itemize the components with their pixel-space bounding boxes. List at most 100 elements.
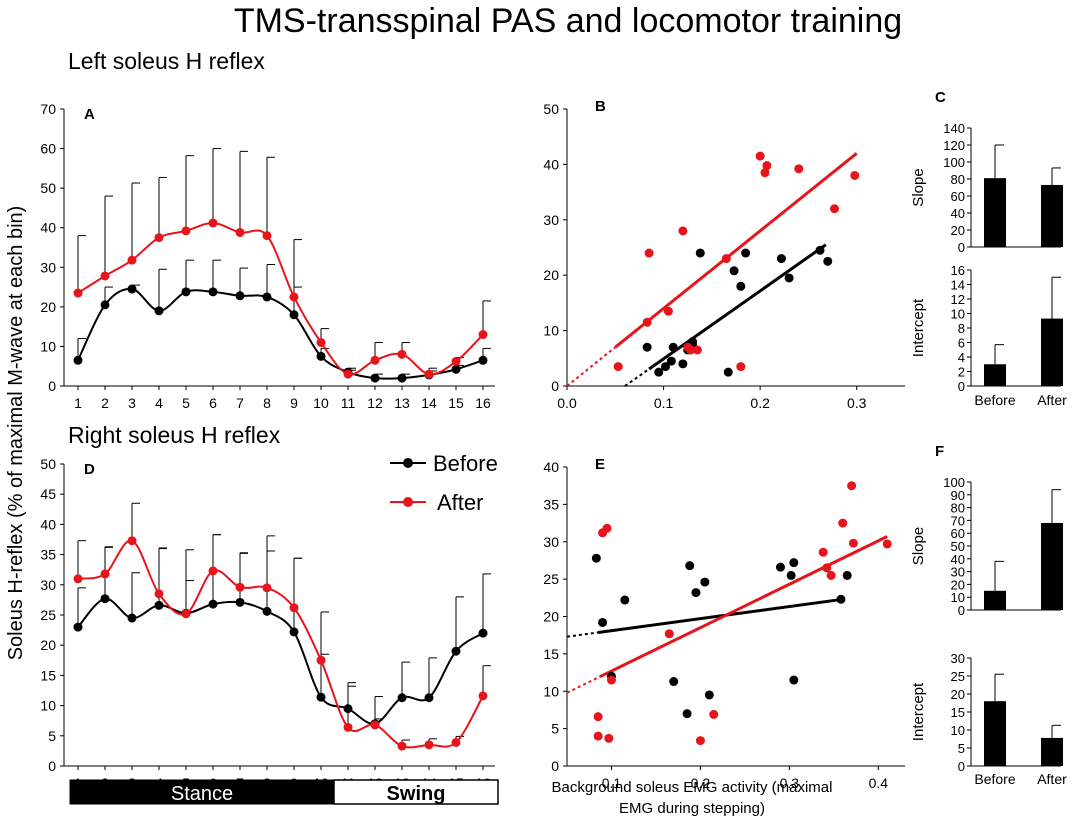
figure-title: TMS-transspinal PAS and locomotor traini… — [234, 2, 902, 40]
panel-label-c: C — [935, 89, 946, 106]
x-tick-label: 13 — [394, 395, 410, 411]
y-tick-label: 25 — [543, 571, 559, 587]
x-tick-label: 7 — [236, 395, 244, 411]
data-point-after — [343, 369, 353, 379]
scatter-point-before — [736, 281, 746, 291]
panel-c-bar-charts: 020406080100120140Slope0246810121416Inte… — [910, 89, 1067, 408]
scatter-point-before — [642, 342, 652, 352]
category-label-after: After — [1037, 771, 1067, 787]
y-tick-label: 50 — [951, 539, 965, 554]
y-tick-label: 40 — [40, 220, 56, 236]
y-tick-label: 40 — [543, 459, 559, 475]
data-point-after — [397, 349, 407, 359]
data-point-after — [127, 536, 137, 546]
data-point-before — [289, 310, 299, 320]
scatter-point-before — [776, 254, 786, 264]
data-point-before — [316, 692, 326, 702]
legend-before-label: Before — [433, 451, 498, 476]
category-label-before: Before — [974, 392, 1015, 408]
x-tick-label: 0.4 — [869, 775, 889, 791]
y-tick-label: 25 — [40, 607, 56, 623]
data-point-after — [235, 582, 245, 592]
scatter-point-before — [669, 677, 679, 687]
y-tick-label: 0 — [48, 378, 56, 394]
data-point-before — [208, 287, 218, 297]
scatter-point-after — [762, 161, 772, 171]
y-tick-label: 120 — [943, 138, 965, 153]
scatter-point-after — [882, 539, 892, 549]
data-point-before — [73, 622, 83, 632]
fit-line-before — [648, 243, 827, 371]
data-point-after — [424, 369, 434, 379]
data-point-before — [154, 600, 164, 610]
data-point-before — [289, 627, 299, 637]
x-tick-label: 16 — [475, 395, 491, 411]
y-tick-label: 20 — [543, 609, 559, 625]
swing-phase-bar — [333, 779, 499, 805]
y-tick-label: 10 — [951, 723, 965, 738]
scatter-point-after — [847, 481, 857, 491]
series-line-after — [77, 539, 484, 749]
data-point-before — [181, 287, 191, 297]
data-point-after — [343, 722, 353, 732]
y-tick-label: 8 — [958, 321, 965, 336]
scatter-point-before — [591, 553, 601, 563]
scatter-point-before — [700, 577, 710, 587]
x-tick-label: 0.1 — [602, 775, 622, 791]
data-point-before — [424, 693, 434, 703]
data-point-before — [343, 704, 353, 714]
y-tick-label: 35 — [543, 496, 559, 512]
data-point-after — [181, 609, 191, 619]
x-tick-label: 12 — [367, 395, 383, 411]
scatter-point-before — [678, 359, 688, 369]
data-point-before — [127, 613, 137, 623]
y-tick-label: 100 — [943, 155, 965, 170]
scatter-point-before — [695, 248, 705, 258]
x-tick-label: 10 — [313, 395, 329, 411]
panel-label-f: F — [935, 443, 944, 460]
x-tick-label: 5 — [182, 395, 190, 411]
scatter-point-after — [602, 523, 612, 533]
bar-before — [984, 178, 1006, 247]
y-tick-label: 0 — [958, 759, 965, 774]
y-tick-label: 45 — [40, 486, 56, 502]
data-point-after — [154, 589, 164, 599]
scatter-point-after — [826, 570, 836, 580]
panel-f-bar-charts: 0102030405060708090100Slope051015202530I… — [910, 443, 1067, 787]
y-tick-label: 30 — [40, 259, 56, 275]
data-point-after — [181, 226, 191, 236]
y-tick-label: 5 — [551, 721, 559, 737]
y-tick-label: 14 — [951, 278, 965, 293]
x-tick-label: 0.2 — [750, 395, 770, 411]
fit-extrapolation-before — [566, 631, 599, 638]
bar-y-axis-label-slope: Slope — [910, 168, 927, 206]
y-tick-label: 40 — [40, 516, 56, 532]
scatter-point-after — [613, 362, 623, 372]
panel-label-d: D — [84, 461, 95, 478]
y-tick-label: 20 — [543, 267, 559, 283]
scatter-point-before — [704, 690, 714, 700]
y-tick-label: 10 — [40, 698, 56, 714]
scatter-point-after — [850, 170, 860, 180]
data-point-after — [370, 355, 380, 365]
data-point-after — [451, 356, 461, 366]
data-point-before — [478, 355, 488, 365]
legend-after-marker — [403, 497, 413, 507]
fit-line-before — [597, 597, 843, 634]
series-line-before — [77, 287, 484, 380]
x-axis-label-line-1: Background soleus EMG activity (maximal — [552, 779, 833, 796]
data-point-before — [100, 594, 110, 604]
data-point-after — [73, 574, 83, 584]
panel-d-line-chart: 0510152025303540455012345678910111213141… — [40, 456, 495, 791]
bar-after — [1041, 184, 1063, 247]
y-tick-label: 30 — [951, 565, 965, 580]
data-point-before — [451, 646, 461, 656]
data-point-after — [73, 288, 83, 298]
y-tick-label: 30 — [543, 212, 559, 228]
y-tick-label: 5 — [48, 728, 56, 744]
scatter-point-after — [755, 151, 765, 161]
y-tick-label: 15 — [951, 705, 965, 720]
scatter-point-before — [784, 273, 794, 283]
scatter-point-before — [666, 356, 676, 366]
legend-before-marker — [403, 458, 413, 468]
